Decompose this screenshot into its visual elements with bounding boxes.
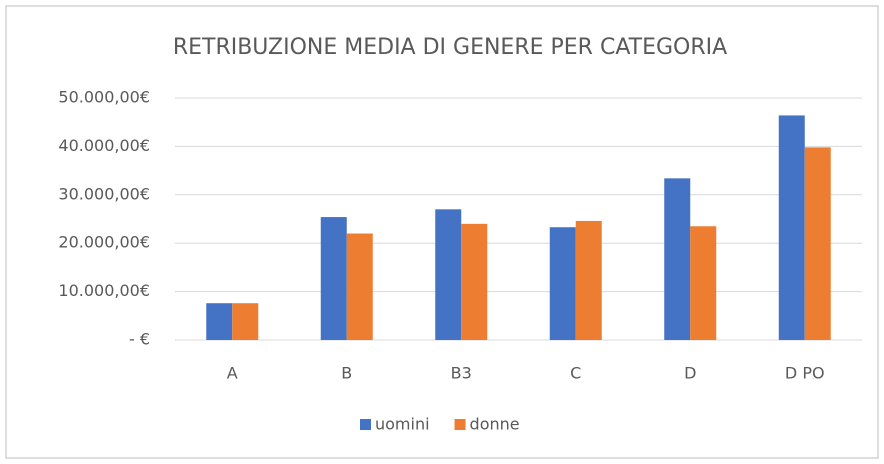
bar xyxy=(664,178,691,340)
bar xyxy=(804,147,831,340)
bar xyxy=(232,303,259,340)
y-tick-label: 40.000,00€ xyxy=(58,136,150,155)
legend-label: donne xyxy=(470,415,520,434)
x-tick-label: B3 xyxy=(451,364,472,383)
bar xyxy=(690,226,717,340)
x-tick-label: D PO xyxy=(785,364,825,383)
x-tick-label: C xyxy=(570,364,581,383)
bar xyxy=(435,209,462,340)
bar xyxy=(320,217,347,340)
bar xyxy=(206,303,233,340)
y-tick-label: 30.000,00€ xyxy=(58,184,150,203)
y-tick-label: - € xyxy=(129,330,150,349)
bar xyxy=(346,233,373,340)
legend-label: uomini xyxy=(375,415,430,434)
y-tick-label: 10.000,00€ xyxy=(58,281,150,300)
x-tick-label: A xyxy=(227,364,238,383)
y-tick-label: 50.000,00€ xyxy=(58,88,150,107)
bar xyxy=(575,220,602,340)
legend-swatch xyxy=(454,419,466,430)
x-tick-label: D xyxy=(684,364,696,383)
bar xyxy=(461,223,488,340)
bar xyxy=(549,227,576,340)
x-tick-label: B xyxy=(341,364,352,383)
legend-swatch xyxy=(360,419,371,430)
bar xyxy=(778,115,805,340)
chart-title: RETRIBUZIONE MEDIA DI GENERE PER CATEGOR… xyxy=(173,35,727,60)
y-tick-label: 20.000,00€ xyxy=(58,233,150,252)
